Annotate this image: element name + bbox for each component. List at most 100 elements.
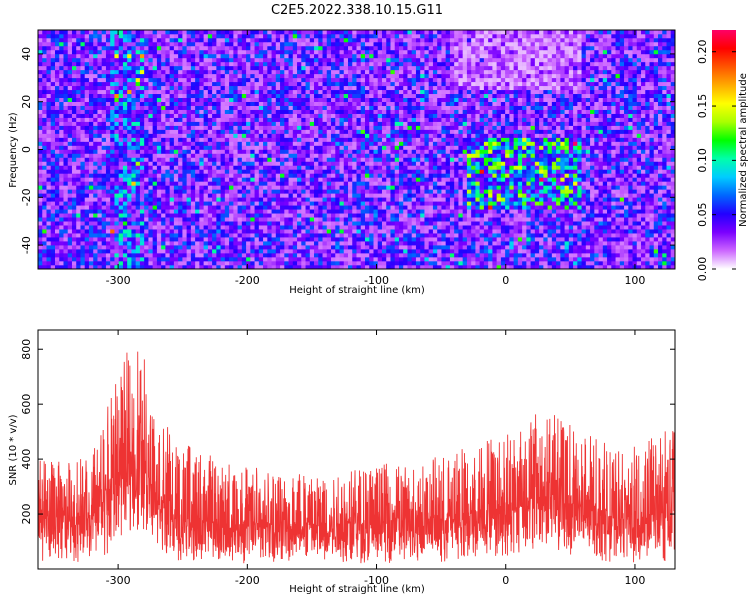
heatmap-cell <box>568 165 574 170</box>
heatmap-cell <box>407 197 413 202</box>
heatmap-cell <box>110 229 115 234</box>
heatmap-cell <box>632 185 638 190</box>
heatmap-cell <box>415 169 421 174</box>
heatmap-cell <box>182 217 187 222</box>
heatmap-cell <box>207 253 213 258</box>
heatmap-cell <box>118 209 124 214</box>
heatmap-cell <box>458 149 463 154</box>
heatmap-cell <box>564 137 570 142</box>
heatmap-cell <box>173 153 179 158</box>
heatmap-cell <box>619 145 625 150</box>
heatmap-cell <box>373 145 379 150</box>
heatmap-cell <box>564 233 570 238</box>
heatmap-cell <box>42 177 47 182</box>
heatmap-cell <box>190 197 196 202</box>
heatmap-cell <box>224 213 230 218</box>
heatmap-cell <box>475 265 480 269</box>
heatmap-cell <box>437 265 442 269</box>
heatmap-cell <box>271 189 277 194</box>
heatmap-cell <box>394 209 400 214</box>
heatmap-cell <box>356 137 362 142</box>
heatmap-cell <box>207 137 213 142</box>
heatmap-cell <box>118 153 124 158</box>
heatmap-cell <box>356 185 362 190</box>
heatmap-cell <box>59 165 64 170</box>
heatmap-cell <box>114 193 119 198</box>
heatmap-cell <box>377 245 383 250</box>
heatmap-cell <box>42 265 47 269</box>
heatmap-cell <box>428 245 434 250</box>
heatmap-cell <box>475 173 480 178</box>
heatmap-cell <box>581 265 587 269</box>
heatmap-cell <box>292 237 298 242</box>
heatmap-cell <box>505 173 510 178</box>
heatmap-cell <box>301 261 306 266</box>
heatmap-cell <box>377 253 383 258</box>
heatmap-cell <box>636 193 642 198</box>
heatmap-cell <box>483 229 489 234</box>
heatmap-cell <box>454 241 459 246</box>
heatmap-cell <box>105 169 111 174</box>
heatmap-cell <box>526 137 531 142</box>
heatmap-cell <box>161 137 166 142</box>
heatmap-cell <box>314 165 319 170</box>
heatmap-cell <box>93 261 98 266</box>
heatmap-cell <box>101 265 107 269</box>
heatmap-cell <box>415 153 421 158</box>
heatmap-cell <box>76 217 81 222</box>
heatmap-cell <box>67 253 73 258</box>
heatmap-cell <box>445 241 451 246</box>
heatmap-cell <box>602 257 608 262</box>
heatmap-cell <box>458 257 463 262</box>
heatmap-cell <box>178 149 183 154</box>
heatmap-cell <box>233 165 238 170</box>
heatmap-cell <box>394 185 400 190</box>
heatmap-cell <box>369 221 374 226</box>
heatmap-cell <box>186 217 192 222</box>
heatmap-cell <box>543 189 548 194</box>
heatmap-cell <box>653 241 659 246</box>
heatmap-cell <box>352 221 357 226</box>
heatmap-cell <box>594 165 599 170</box>
heatmap-cell <box>50 229 56 234</box>
heatmap-cell <box>84 201 90 206</box>
heatmap-cell <box>271 165 277 170</box>
heatmap-cell <box>173 245 179 250</box>
heatmap-cell <box>403 253 408 258</box>
heatmap-cell <box>513 185 519 190</box>
heatmap-cell <box>377 241 383 246</box>
heatmap-cell <box>509 261 514 266</box>
heatmap-cell <box>530 257 536 262</box>
heatmap-cell <box>254 237 260 242</box>
heatmap-cell <box>339 137 345 142</box>
heatmap-cell <box>517 197 523 202</box>
heatmap-cell <box>173 221 179 226</box>
heatmap-cell <box>233 205 238 210</box>
heatmap-cell <box>466 241 472 246</box>
heatmap-cell <box>602 237 608 242</box>
heatmap-cell <box>305 261 311 266</box>
heatmap-cell <box>101 145 107 150</box>
heatmap-cell <box>305 141 311 146</box>
heatmap-cell <box>322 261 328 266</box>
heatmap-cell <box>50 253 56 258</box>
heatmap-cell <box>534 237 540 242</box>
heatmap-cell <box>471 161 476 166</box>
heatmap-cell <box>84 157 90 162</box>
heatmap-cell <box>207 157 213 162</box>
heatmap-cell <box>241 149 247 154</box>
heatmap-cell <box>335 225 340 230</box>
heatmap-cell <box>280 165 285 170</box>
heatmap-cell <box>488 221 493 226</box>
heatmap-cell <box>369 185 374 190</box>
heatmap-cell <box>628 205 633 210</box>
heatmap-cell <box>190 177 196 182</box>
heatmap-cell <box>42 153 47 158</box>
heatmap-cell <box>105 261 111 266</box>
heatmap-cell <box>131 149 136 154</box>
heatmap-cell <box>543 265 548 269</box>
heatmap-cell <box>127 193 132 198</box>
heatmap-cell <box>152 149 158 154</box>
heatmap-cell <box>492 189 497 194</box>
heatmap-cell <box>93 189 98 194</box>
